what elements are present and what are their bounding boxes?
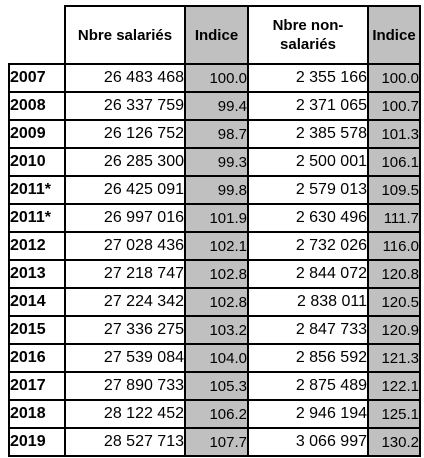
salaried-index-cell: 102.1 (184, 231, 249, 261)
salaried-count-cell: 26 483 468 (64, 63, 186, 93)
non-salaried-index-cell: 100.7 (367, 91, 421, 121)
non-salaried-count-cell: 2 630 496 (247, 203, 369, 233)
non-salaried-count-header: Nbre non-salariés (247, 5, 369, 65)
salaried-count-header: Nbre salariés (64, 5, 186, 65)
salaried-index-cell: 103.2 (184, 315, 249, 345)
non-salaried-count-cell: 2 371 065 (247, 91, 369, 121)
year-cell: 2013 (8, 259, 66, 289)
non-salaried-index-cell: 120.8 (367, 259, 421, 289)
salaried-count-cell: 26 285 300 (64, 147, 186, 177)
non-salaried-index-cell: 109.5 (367, 175, 421, 205)
salaried-index-cell: 102.8 (184, 259, 249, 289)
year-cell: 2015 (8, 315, 66, 345)
table-body: 2007 26 483 468 100.0 2 355 166 100.0 2008 26 … (8, 63, 421, 457)
salaried-index-cell: 99.3 (184, 147, 249, 177)
salaried-index-cell: 105.3 (184, 371, 249, 401)
non-salaried-count-cell: 2 838 011 (247, 287, 369, 317)
non-salaried-count-cell: 2 355 166 (247, 63, 369, 93)
salaried-index-cell: 100.0 (184, 63, 249, 93)
table-row: 2010 26 285 300 99.3 2 500 001 106.1 (8, 147, 421, 177)
salaried-index-header: Indice (184, 5, 249, 65)
year-cell: 2019 (8, 427, 66, 457)
year-cell: 2008 (8, 91, 66, 121)
table-row: 2018 28 122 452 106.2 2 946 194 125.1 (8, 399, 421, 429)
non-salaried-index-cell: 120.9 (367, 315, 421, 345)
non-salaried-index-cell: 130.2 (367, 427, 421, 457)
non-salaried-index-cell: 121.3 (367, 343, 421, 373)
salaried-count-cell: 28 122 452 (64, 399, 186, 429)
table-row: 2016 27 539 084 104.0 2 856 592 121.3 (8, 343, 421, 373)
salaried-count-cell: 27 539 084 (64, 343, 186, 373)
salaried-count-cell: 27 890 733 (64, 371, 186, 401)
salaried-count-cell: 26 337 759 (64, 91, 186, 121)
table-row: 2011* 26 425 091 99.8 2 579 013 109.5 (8, 175, 421, 205)
non-salaried-count-cell: 2 844 072 (247, 259, 369, 289)
year-cell: 2016 (8, 343, 66, 373)
salaried-index-cell: 101.9 (184, 203, 249, 233)
non-salaried-index-cell: 122.1 (367, 371, 421, 401)
table-row: 2017 27 890 733 105.3 2 875 489 122.1 (8, 371, 421, 401)
table-row: 2014 27 224 342 102.8 2 838 011 120.5 (8, 287, 421, 317)
table-row: 2009 26 126 752 98.7 2 385 578 101.3 (8, 119, 421, 149)
non-salaried-count-cell: 2 385 578 (247, 119, 369, 149)
salaried-count-cell: 27 218 747 (64, 259, 186, 289)
salaried-count-cell: 28 527 713 (64, 427, 186, 457)
year-cell: 2011* (8, 203, 66, 233)
non-salaried-index-cell: 100.0 (367, 63, 421, 93)
salaried-index-cell: 98.7 (184, 119, 249, 149)
salaried-count-cell: 27 224 342 (64, 287, 186, 317)
salaried-index-cell: 104.0 (184, 343, 249, 373)
non-salaried-index-cell: 120.5 (367, 287, 421, 317)
non-salaried-count-cell: 2 732 026 (247, 231, 369, 261)
employment-table: Nbre salariés Indice Nbre non-salariés I… (8, 5, 421, 457)
table-row: 2012 27 028 436 102.1 2 732 026 116.0 (8, 231, 421, 261)
non-salaried-index-cell: 101.3 (367, 119, 421, 149)
table-row: 2013 27 218 747 102.8 2 844 072 120.8 (8, 259, 421, 289)
salaried-index-cell: 99.4 (184, 91, 249, 121)
non-salaried-index-header: Indice (367, 5, 421, 65)
non-salaried-count-cell: 2 875 489 (247, 371, 369, 401)
non-salaried-count-cell: 2 847 733 (247, 315, 369, 345)
non-salaried-index-cell: 116.0 (367, 231, 421, 261)
year-header (9, 6, 65, 64)
year-cell: 2018 (8, 399, 66, 429)
year-cell: 2009 (8, 119, 66, 149)
salaried-index-cell: 106.2 (184, 399, 249, 429)
non-salaried-count-cell: 2 579 013 (247, 175, 369, 205)
table-row: 2011* 26 997 016 101.9 2 630 496 111.7 (8, 203, 421, 233)
year-cell: 2010 (8, 147, 66, 177)
salaried-count-cell: 26 126 752 (64, 119, 186, 149)
header-row: Nbre salariés Indice Nbre non-salariés I… (9, 5, 421, 65)
non-salaried-count-cell: 2 946 194 (247, 399, 369, 429)
non-salaried-index-cell: 106.1 (367, 147, 421, 177)
year-cell: 2012 (8, 231, 66, 261)
non-salaried-index-cell: 111.7 (367, 203, 421, 233)
salaried-index-cell: 99.8 (184, 175, 249, 205)
year-cell: 2017 (8, 371, 66, 401)
year-cell: 2011* (8, 175, 66, 205)
non-salaried-count-cell: 2 500 001 (247, 147, 369, 177)
salaried-count-cell: 26 997 016 (64, 203, 186, 233)
salaried-count-cell: 27 336 275 (64, 315, 186, 345)
table-row: 2019 28 527 713 107.7 3 066 997 130.2 (8, 427, 421, 457)
year-cell: 2014 (8, 287, 66, 317)
salaried-count-cell: 26 425 091 (64, 175, 186, 205)
year-cell: 2007 (8, 63, 66, 93)
table-row: 2015 27 336 275 103.2 2 847 733 120.9 (8, 315, 421, 345)
salaried-count-cell: 27 028 436 (64, 231, 186, 261)
table-row: 2008 26 337 759 99.4 2 371 065 100.7 (8, 91, 421, 121)
non-salaried-index-cell: 125.1 (367, 399, 421, 429)
table-row: 2007 26 483 468 100.0 2 355 166 100.0 (8, 63, 421, 93)
non-salaried-count-cell: 2 856 592 (247, 343, 369, 373)
salaried-index-cell: 107.7 (184, 427, 249, 457)
non-salaried-count-cell: 3 066 997 (247, 427, 369, 457)
salaried-index-cell: 102.8 (184, 287, 249, 317)
